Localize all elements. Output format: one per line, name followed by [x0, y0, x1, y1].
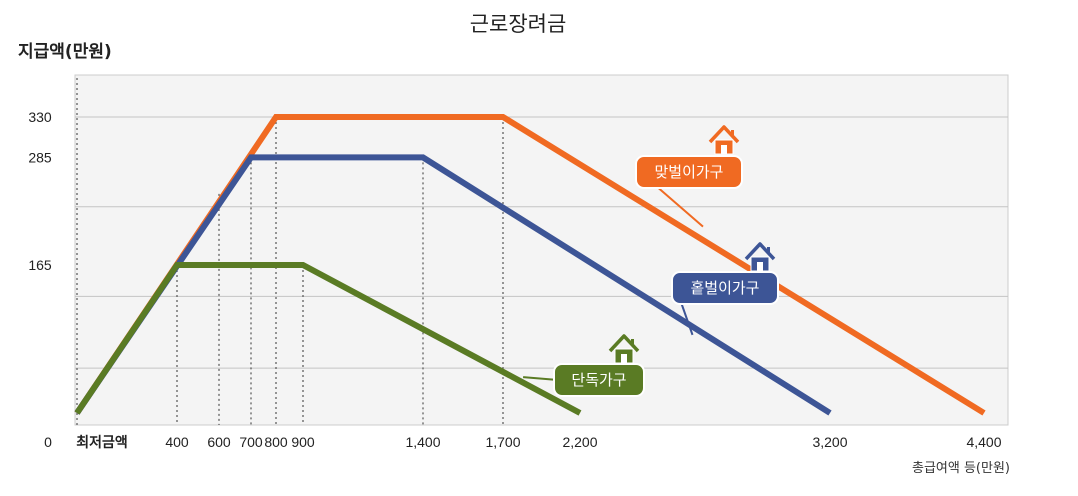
- house-chimney: [731, 130, 734, 136]
- y-axis-title: 지급액(만원): [18, 42, 112, 62]
- x-tick-label: 1,400: [405, 434, 440, 450]
- legend-leader: [523, 376, 559, 381]
- legend-label: 단독가구: [571, 371, 626, 389]
- house-chimney: [767, 247, 770, 253]
- legend-label: 맞벌이가구: [654, 163, 723, 181]
- legend-badge: [671, 271, 779, 305]
- house-roof: [708, 125, 740, 144]
- x-tick-label: 400: [165, 434, 189, 450]
- x-min-label: 최저금액: [76, 434, 128, 450]
- house-door: [721, 145, 727, 154]
- legend-badge: [635, 155, 743, 189]
- house-roof: [744, 242, 776, 261]
- x-tick-label: 700: [239, 434, 263, 450]
- plot-area: [74, 74, 1009, 426]
- house-door: [621, 354, 627, 363]
- series-line: [74, 262, 582, 416]
- house-icon: [744, 242, 776, 272]
- grid-lines: [75, 116, 1008, 369]
- house-roof: [608, 334, 640, 353]
- x-tick-label: 1,700: [485, 434, 520, 450]
- x-tick-label: 3,200: [812, 434, 847, 450]
- x-origin-label: 0: [44, 434, 52, 450]
- legend-label: 홑벌이가구: [690, 279, 759, 297]
- house-door: [757, 262, 763, 271]
- house-chimney: [631, 339, 634, 345]
- house-icon: [708, 125, 740, 155]
- house-icon: [608, 334, 640, 364]
- y-tick-label: 330: [28, 109, 52, 125]
- series-lines: [74, 114, 986, 416]
- chart-title: 근로장려금: [469, 12, 567, 36]
- y-tick-label: 285: [28, 149, 52, 165]
- x-tick-label: 600: [207, 434, 231, 450]
- x-tick-label: 900: [291, 434, 315, 450]
- x-tick-label: 4,400: [966, 434, 1001, 450]
- x-axis-title: 총급여액 등(만원): [912, 461, 1010, 476]
- x-tick-label: 800: [264, 434, 288, 450]
- legend-badge: [553, 363, 645, 397]
- y-tick-label: 165: [28, 257, 52, 273]
- axis-labels: 330 285 165 0 최저금액 400 600 700 800 900 1,400 1,700 2…: [18, 42, 1010, 476]
- x-tick-label: 2,200: [562, 434, 597, 450]
